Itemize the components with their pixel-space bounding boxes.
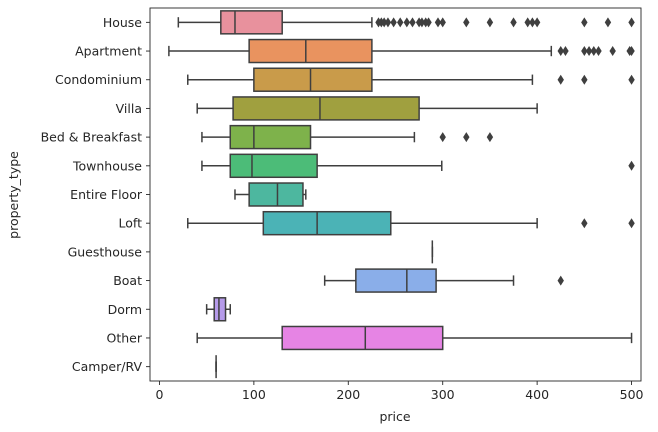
outlier-apartment — [595, 46, 602, 57]
y-tick-label: Entire Floor — [70, 187, 143, 202]
plot-area: House Apartment Condominium Villa Bed & Brea… — [41, 7, 644, 402]
outlier-house — [628, 17, 635, 28]
outlier-house — [524, 17, 531, 28]
outlier-house — [425, 17, 432, 28]
box-dorm — [213, 297, 227, 322]
box-condominium — [253, 67, 373, 92]
x-tick-label: 200 — [336, 387, 360, 402]
y-tick-label: Townhouse — [72, 158, 142, 173]
outlier-house — [581, 17, 588, 28]
outlier-house — [486, 17, 494, 28]
x-tick-label: 0 — [155, 387, 163, 402]
outlier-house — [463, 17, 470, 28]
outlier-apartment — [581, 46, 588, 57]
y-tick-label: Villa — [116, 101, 142, 116]
box-entire-floor — [248, 182, 304, 207]
outlier-condominium — [628, 74, 635, 85]
box-bed-breakfast — [229, 124, 312, 150]
outlier-house — [510, 17, 517, 28]
box-house — [220, 10, 283, 35]
outlier-house — [439, 17, 446, 28]
outlier-apartment — [609, 46, 616, 57]
outlier-townhouse — [628, 160, 635, 171]
outlier-house — [403, 17, 411, 28]
x-tick-label: 100 — [242, 387, 266, 402]
box-boat — [355, 268, 437, 293]
outlier-condominium — [581, 74, 588, 85]
outlier-house — [533, 17, 541, 28]
y-tick-label: Guesthouse — [68, 244, 143, 259]
plot-frame — [149, 7, 642, 382]
outlier-house — [418, 17, 426, 28]
outlier-bed-breakfast — [486, 132, 494, 143]
outlier-house — [529, 17, 536, 28]
outlier-bed-breakfast — [439, 132, 446, 143]
outlier-house — [380, 17, 388, 28]
outlier-house — [384, 17, 392, 28]
y-tick-label: Dorm — [108, 302, 142, 317]
y-tick-label: Camper/RV — [72, 359, 143, 374]
outlier-condominium — [557, 74, 564, 85]
outlier-house — [434, 17, 442, 28]
outlier-apartment — [562, 46, 569, 57]
outlier-house — [604, 17, 612, 28]
outlier-apartment — [590, 46, 597, 57]
outlier-apartment — [585, 46, 593, 57]
outlier-house — [409, 17, 416, 28]
box-townhouse — [229, 153, 318, 179]
box-other — [281, 325, 444, 351]
box-loft — [262, 210, 392, 236]
x-axis-label: price — [379, 409, 410, 424]
box-villa — [232, 96, 420, 121]
x-tick-label: 300 — [431, 387, 455, 402]
outlier-boat — [557, 275, 564, 286]
y-tick-label: Boat — [113, 273, 142, 288]
outlier-loft — [581, 218, 588, 229]
outlier-house — [390, 17, 397, 28]
y-tick-label: Bed & Breakfast — [41, 130, 142, 145]
y-tick-label: House — [103, 15, 142, 30]
y-tick-label: Apartment — [75, 44, 142, 59]
outlier-apartment — [628, 46, 635, 57]
y-tick-label: Condominium — [55, 72, 142, 87]
y-axis-label: property_type — [6, 151, 21, 239]
outlier-bed-breakfast — [463, 132, 470, 143]
y-tick-label: Other — [107, 330, 143, 345]
outlier-apartment — [557, 46, 564, 57]
x-tick-label: 400 — [525, 387, 549, 402]
y-tick-label: Loft — [119, 216, 143, 231]
x-tick-label: 500 — [620, 387, 644, 402]
outlier-loft — [628, 218, 635, 229]
box-apartment — [248, 38, 373, 64]
outlier-house — [397, 17, 404, 28]
